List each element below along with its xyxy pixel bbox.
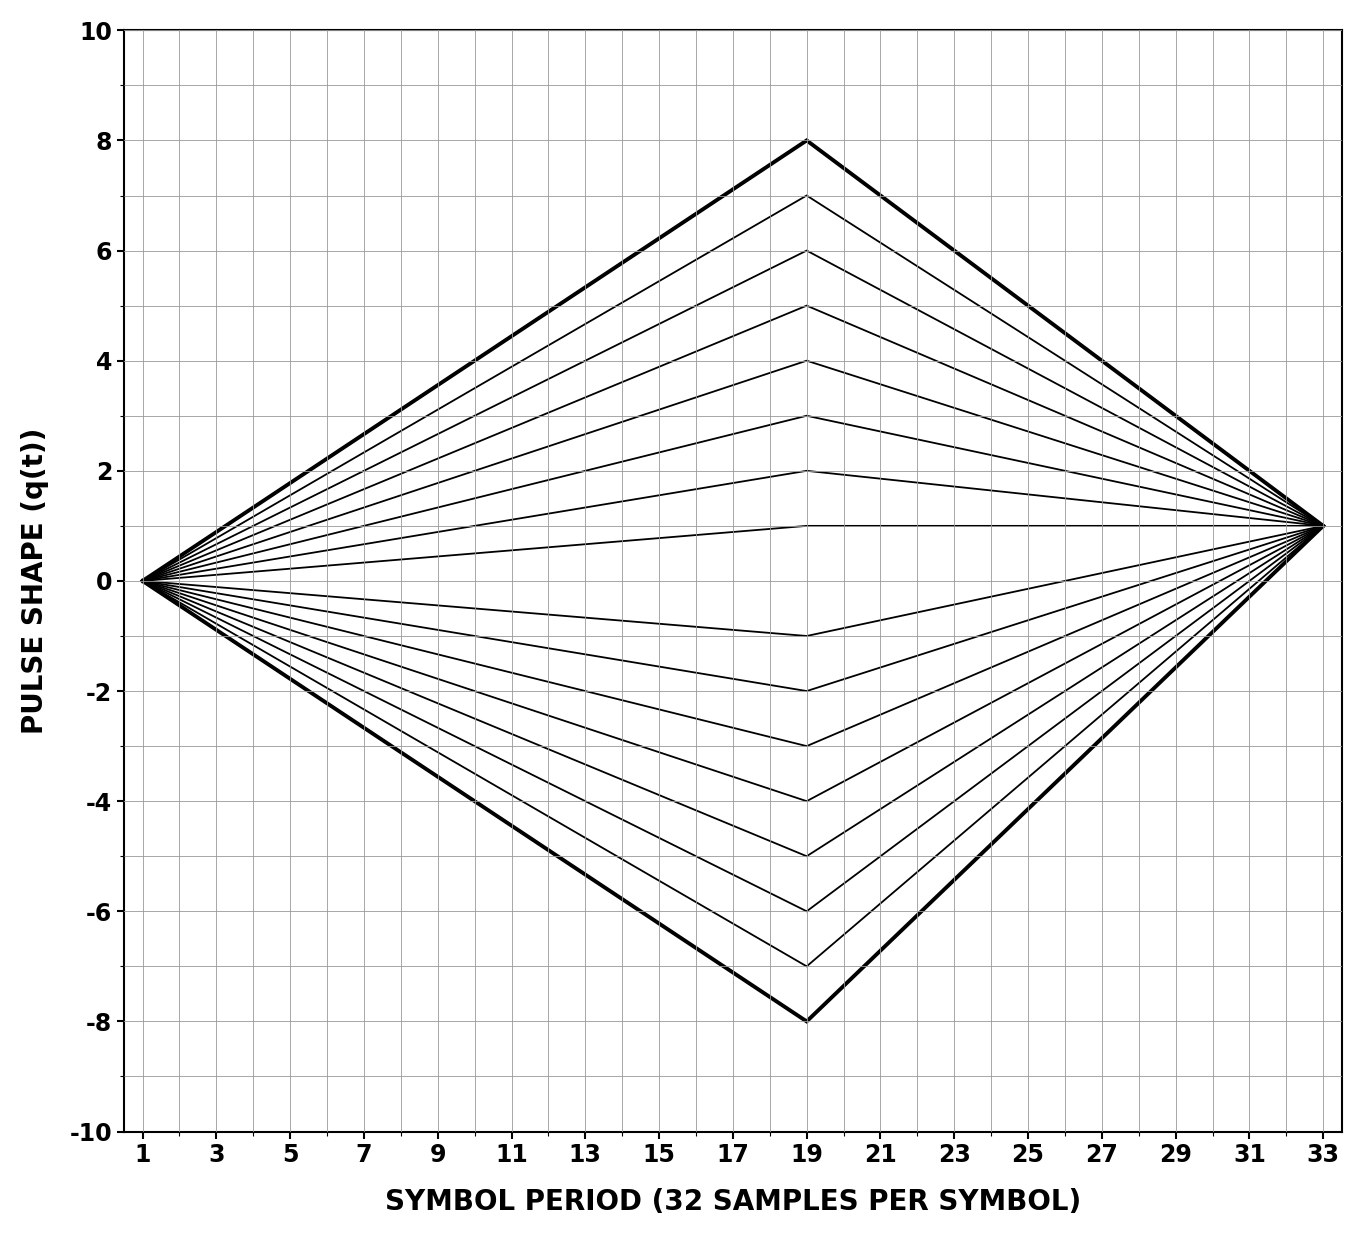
Y-axis label: PULSE SHAPE (q(t)): PULSE SHAPE (q(t)) <box>20 428 49 734</box>
X-axis label: SYMBOL PERIOD (32 SAMPLES PER SYMBOL): SYMBOL PERIOD (32 SAMPLES PER SYMBOL) <box>384 1189 1081 1216</box>
